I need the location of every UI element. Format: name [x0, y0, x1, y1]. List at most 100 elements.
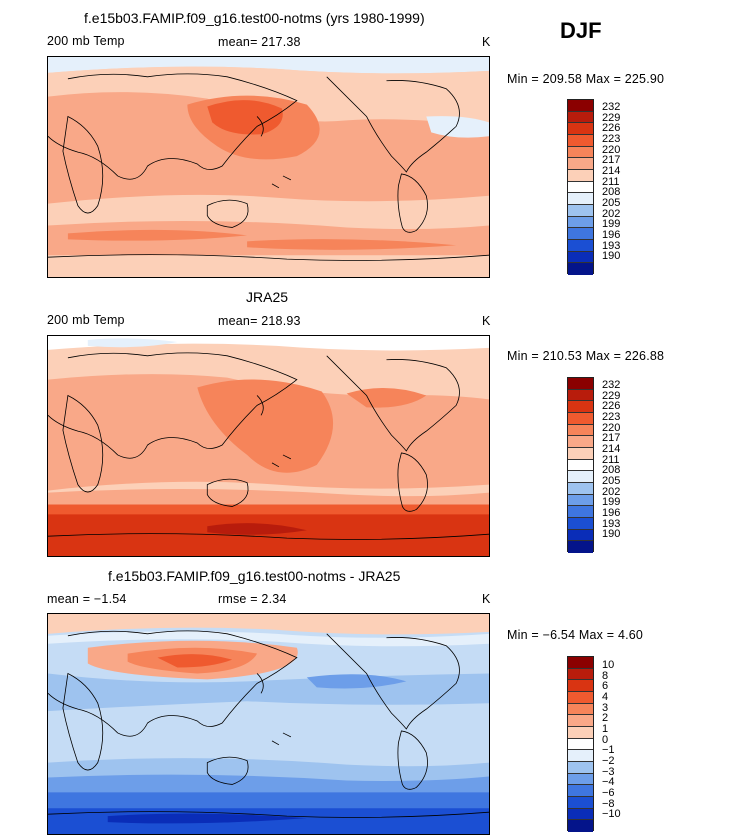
- panel3-tick: 10: [602, 659, 615, 671]
- panel1-colorbar-ticks: 232 229 226 223 220 217 214 211 208 205 …: [602, 102, 620, 262]
- panel1-tick: 220: [602, 143, 621, 156]
- panel2-colorbar-swatch: [568, 412, 593, 425]
- panel1-mean-label: mean= 217.38: [218, 35, 301, 49]
- panel2-tick: 223: [602, 410, 621, 423]
- panel3-tick: 2: [602, 712, 609, 725]
- panel3-mean-label: mean = −1.54: [47, 592, 127, 606]
- season-label: DJF: [560, 18, 602, 43]
- panel1-colorbar-swatch: [568, 204, 593, 217]
- panel2-tick: 193: [602, 517, 621, 530]
- panel3-units-label: K: [482, 592, 491, 606]
- panel2-tick: 208: [602, 464, 621, 477]
- panel2-colorbar-ticks: 232 229 226 223 220 217 214 211 208 205 …: [602, 380, 620, 540]
- panel2-map: [47, 335, 490, 557]
- panel1-map: [47, 56, 490, 278]
- panel2-colorbar-swatch: [568, 436, 593, 448]
- panel2-tick: 226: [602, 400, 621, 413]
- panel1-tick: 214: [602, 164, 621, 177]
- panel3-colorbar-swatch: [568, 820, 593, 832]
- panel1-tick: 208: [602, 186, 621, 199]
- panel1-tick: 193: [602, 239, 621, 252]
- panel1-colorbar-swatch: [568, 193, 593, 205]
- panel3-colorbar-swatch: [568, 738, 593, 751]
- panel2-tick: 211: [602, 453, 620, 466]
- panel3-colorbar-swatch: [568, 773, 593, 786]
- panel3-tick: 8: [602, 669, 609, 682]
- panel1-variable-label: 200 mb Temp: [47, 34, 125, 48]
- panel1-colorbar-swatch: [568, 216, 593, 229]
- panel3-tick: 0: [602, 733, 609, 746]
- panel3-colorbar-swatch: [568, 726, 593, 739]
- panel2-colorbar: [567, 377, 594, 553]
- panel1-colorbar-swatch: [568, 263, 593, 275]
- panel2-variable-label: 200 mb Temp: [47, 313, 125, 327]
- panel2-title: JRA25: [246, 289, 289, 305]
- panel1-title: f.e15b03.FAMIP.f09_g16.test00-notms (yrs…: [84, 10, 425, 26]
- panel2-colorbar-swatch: [568, 459, 593, 472]
- panel1-colorbar-swatch: [568, 251, 593, 264]
- panel1-minmax-label: Min = 209.58 Max = 225.90: [507, 72, 665, 86]
- panel2-minmax-label: Min = 210.53 Max = 226.88: [507, 349, 665, 363]
- panel2-mean-label: mean= 218.93: [218, 314, 301, 328]
- panel3-colorbar-swatch: [568, 715, 593, 727]
- panel3-tick: 4: [602, 690, 609, 703]
- panel3-map-svg: [48, 614, 489, 834]
- panel2-tick: 220: [602, 421, 621, 434]
- panel2-tick: 214: [602, 442, 621, 455]
- panel1-colorbar-swatch: [568, 134, 593, 147]
- panel3-tick: 6: [602, 680, 609, 693]
- panel3-title: f.e15b03.FAMIP.f09_g16.test00-notms - JR…: [108, 568, 401, 584]
- panel1-map-svg: [48, 57, 489, 277]
- panel3-tick: −1: [602, 744, 615, 757]
- panel1-colorbar-swatch: [568, 123, 593, 135]
- panel2-tick: 199: [602, 496, 621, 509]
- panel2-colorbar-swatch: [568, 494, 593, 507]
- panel3-colorbar-swatch: [568, 691, 593, 704]
- panel1-tick: 211: [602, 175, 620, 188]
- panel2-units-label: K: [482, 314, 491, 328]
- panel1-colorbar-swatch: [568, 169, 593, 182]
- panel3-tick: −2: [602, 754, 615, 767]
- panel3-minmax-label: Min = −6.54 Max = 4.60: [507, 628, 644, 642]
- panel1-colorbar-swatch: [568, 239, 593, 252]
- panel3-tick: −4: [602, 776, 615, 789]
- panel2-colorbar-swatch: [568, 424, 593, 437]
- panel2-map-svg: [48, 336, 489, 556]
- panel1-colorbar-swatch: [568, 111, 593, 124]
- panel3-tick: −3: [602, 765, 615, 778]
- panel3-tick: −10: [602, 808, 621, 821]
- panel2-tick: 205: [602, 474, 621, 487]
- panel1-tick: 190: [602, 250, 621, 263]
- panel3-colorbar-swatch: [568, 761, 593, 774]
- panel2-tick: 202: [602, 485, 621, 498]
- panel2-colorbar-swatch: [568, 529, 593, 542]
- panel2-colorbar-swatch: [568, 541, 593, 553]
- panel1-tick: 205: [602, 196, 621, 209]
- panel1-tick: 199: [602, 218, 621, 231]
- panel3-colorbar-swatch: [568, 808, 593, 821]
- panel3-colorbar-swatch: [568, 657, 593, 669]
- panel2-tick: 229: [602, 389, 621, 402]
- panel2-tick: 232: [602, 379, 621, 391]
- panel2-tick: 196: [602, 506, 621, 519]
- panel3-colorbar-swatch: [568, 750, 593, 762]
- panel1-colorbar: [567, 99, 594, 275]
- panel1-tick: 226: [602, 122, 621, 135]
- panel1-tick: 232: [602, 101, 621, 113]
- panel1-tick: 217: [602, 154, 621, 167]
- panel2-colorbar-swatch: [568, 447, 593, 460]
- panel3-colorbar-swatch: [568, 703, 593, 716]
- panel1-tick: 196: [602, 228, 621, 241]
- panel1-colorbar-swatch: [568, 158, 593, 170]
- panel3-colorbar: [567, 656, 594, 832]
- panel3-colorbar-swatch: [568, 785, 593, 797]
- panel2-tick: 190: [602, 528, 621, 541]
- panel2-colorbar-swatch: [568, 482, 593, 495]
- panel3-tick: −8: [602, 797, 615, 810]
- panel1-units-label: K: [482, 35, 491, 49]
- panel3-tick: −6: [602, 786, 615, 799]
- panel2-colorbar-swatch: [568, 506, 593, 518]
- panel1-colorbar-swatch: [568, 228, 593, 240]
- panel3-colorbar-swatch: [568, 796, 593, 809]
- panel3-tick: 1: [602, 722, 609, 735]
